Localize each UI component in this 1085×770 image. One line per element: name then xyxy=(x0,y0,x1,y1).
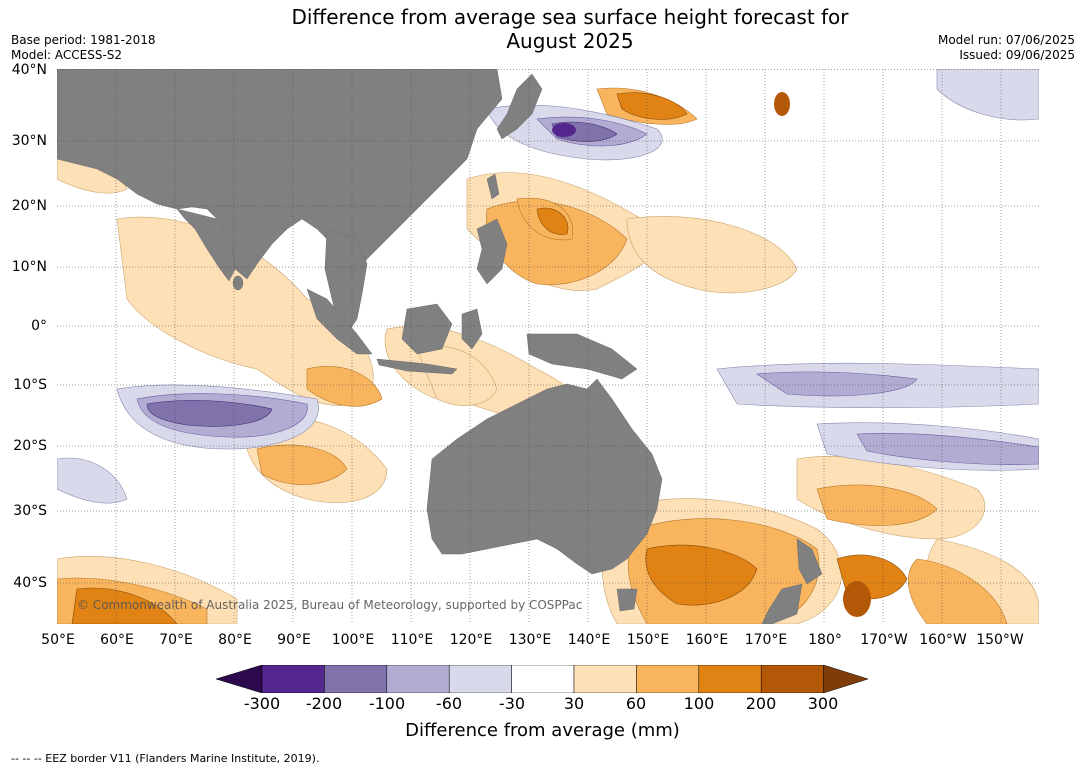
colorbar-label: 100 xyxy=(683,694,715,713)
lon-label-70e: 70°E xyxy=(159,632,193,648)
lon-label-160e: 160°E xyxy=(685,632,729,648)
meta-left: Base period: 1981-2018 Model: ACCESS-S2 xyxy=(11,33,156,63)
anomaly-positive-darkest xyxy=(774,92,871,617)
map-panel xyxy=(57,69,1039,624)
colorbar-label: -200 xyxy=(305,694,343,713)
lat-label-30n: 30°N xyxy=(11,133,47,149)
meta-right: Model run: 07/06/2025 Issued: 09/06/2025 xyxy=(938,33,1075,63)
lon-label-130e: 130°E xyxy=(508,632,552,648)
lat-label-40n: 40°N xyxy=(11,62,47,78)
colorbar-label: -30 xyxy=(498,694,526,713)
colorbar-bin-6 xyxy=(573,664,637,694)
lon-label-170e: 170°E xyxy=(744,632,788,648)
colorbar-bin-8 xyxy=(698,664,762,694)
lon-label-100e: 100°E xyxy=(331,632,375,648)
colorbar-svg xyxy=(215,664,869,694)
colorbar-bin-4 xyxy=(448,664,512,694)
colorbar-title: Difference from average (mm) xyxy=(405,720,680,741)
gridlines xyxy=(57,69,1039,624)
map-title-line2: August 2025 xyxy=(506,29,634,53)
lon-label-90e: 90°E xyxy=(277,632,311,648)
colorbar-arrow-left xyxy=(215,664,263,694)
lat-label-20s: 20°S xyxy=(13,438,47,454)
lat-label-0: 0° xyxy=(31,318,47,334)
lon-label-80e: 80°E xyxy=(218,632,252,648)
base-period-text: Base period: 1981-2018 xyxy=(11,33,156,47)
colorbar-bin-1 xyxy=(261,664,325,694)
map-title-line1: Difference from average sea surface heig… xyxy=(291,5,849,29)
colorbar-bin-7 xyxy=(636,664,700,694)
lon-label-180: 180° xyxy=(808,632,842,648)
land-masses xyxy=(57,69,823,624)
lon-label-150e: 150°E xyxy=(626,632,670,648)
lat-label-40s: 40°S xyxy=(13,575,47,591)
colorbar-arrow-right xyxy=(823,664,869,694)
issued-text: Issued: 09/06/2025 xyxy=(959,48,1075,62)
colorbar-label: 60 xyxy=(625,694,647,713)
lon-label-50e: 50°E xyxy=(41,632,75,648)
lat-label-10s: 10°S xyxy=(13,377,47,393)
lon-label-140e: 140°E xyxy=(567,632,611,648)
map-title: Difference from average sea surface heig… xyxy=(0,5,1085,53)
colorbar-label: 30 xyxy=(563,694,585,713)
lon-label-170w: 170°W xyxy=(860,632,908,648)
anomaly-negative-darkest xyxy=(552,123,576,137)
lat-label-20n: 20°N xyxy=(11,198,47,214)
colorbar-label: -300 xyxy=(243,694,281,713)
anomaly-negative-dark xyxy=(146,121,618,427)
colorbar-label: 200 xyxy=(745,694,777,713)
lon-label-160w: 160°W xyxy=(919,632,967,648)
colorbar-bin-5 xyxy=(511,664,575,694)
colorbar-bin-9 xyxy=(760,664,824,694)
lat-label-30s: 30°S xyxy=(13,503,47,519)
colorbar-bin-3 xyxy=(386,664,450,694)
colorbar-label: -100 xyxy=(368,694,406,713)
lon-label-60e: 60°E xyxy=(100,632,134,648)
copyright-text: © Commonwealth of Australia 2025, Bureau… xyxy=(77,598,583,612)
lat-label-10n: 10°N xyxy=(11,259,47,275)
colorbar-bin-2 xyxy=(324,664,388,694)
lon-label-110e: 110°E xyxy=(390,632,434,648)
lon-label-150w: 150°W xyxy=(976,632,1024,648)
model-text: Model: ACCESS-S2 xyxy=(11,48,123,62)
model-run-text: Model run: 07/06/2025 xyxy=(937,33,1075,47)
map-svg xyxy=(57,69,1039,624)
colorbar-label: 300 xyxy=(807,694,839,713)
colorbar xyxy=(215,664,869,694)
lon-label-120e: 120°E xyxy=(449,632,493,648)
footer-legend-text: -- -- -- EEZ border V11 (Flanders Marine… xyxy=(11,752,320,765)
anomaly-positive-dark xyxy=(71,92,908,624)
colorbar-label: -60 xyxy=(435,694,463,713)
